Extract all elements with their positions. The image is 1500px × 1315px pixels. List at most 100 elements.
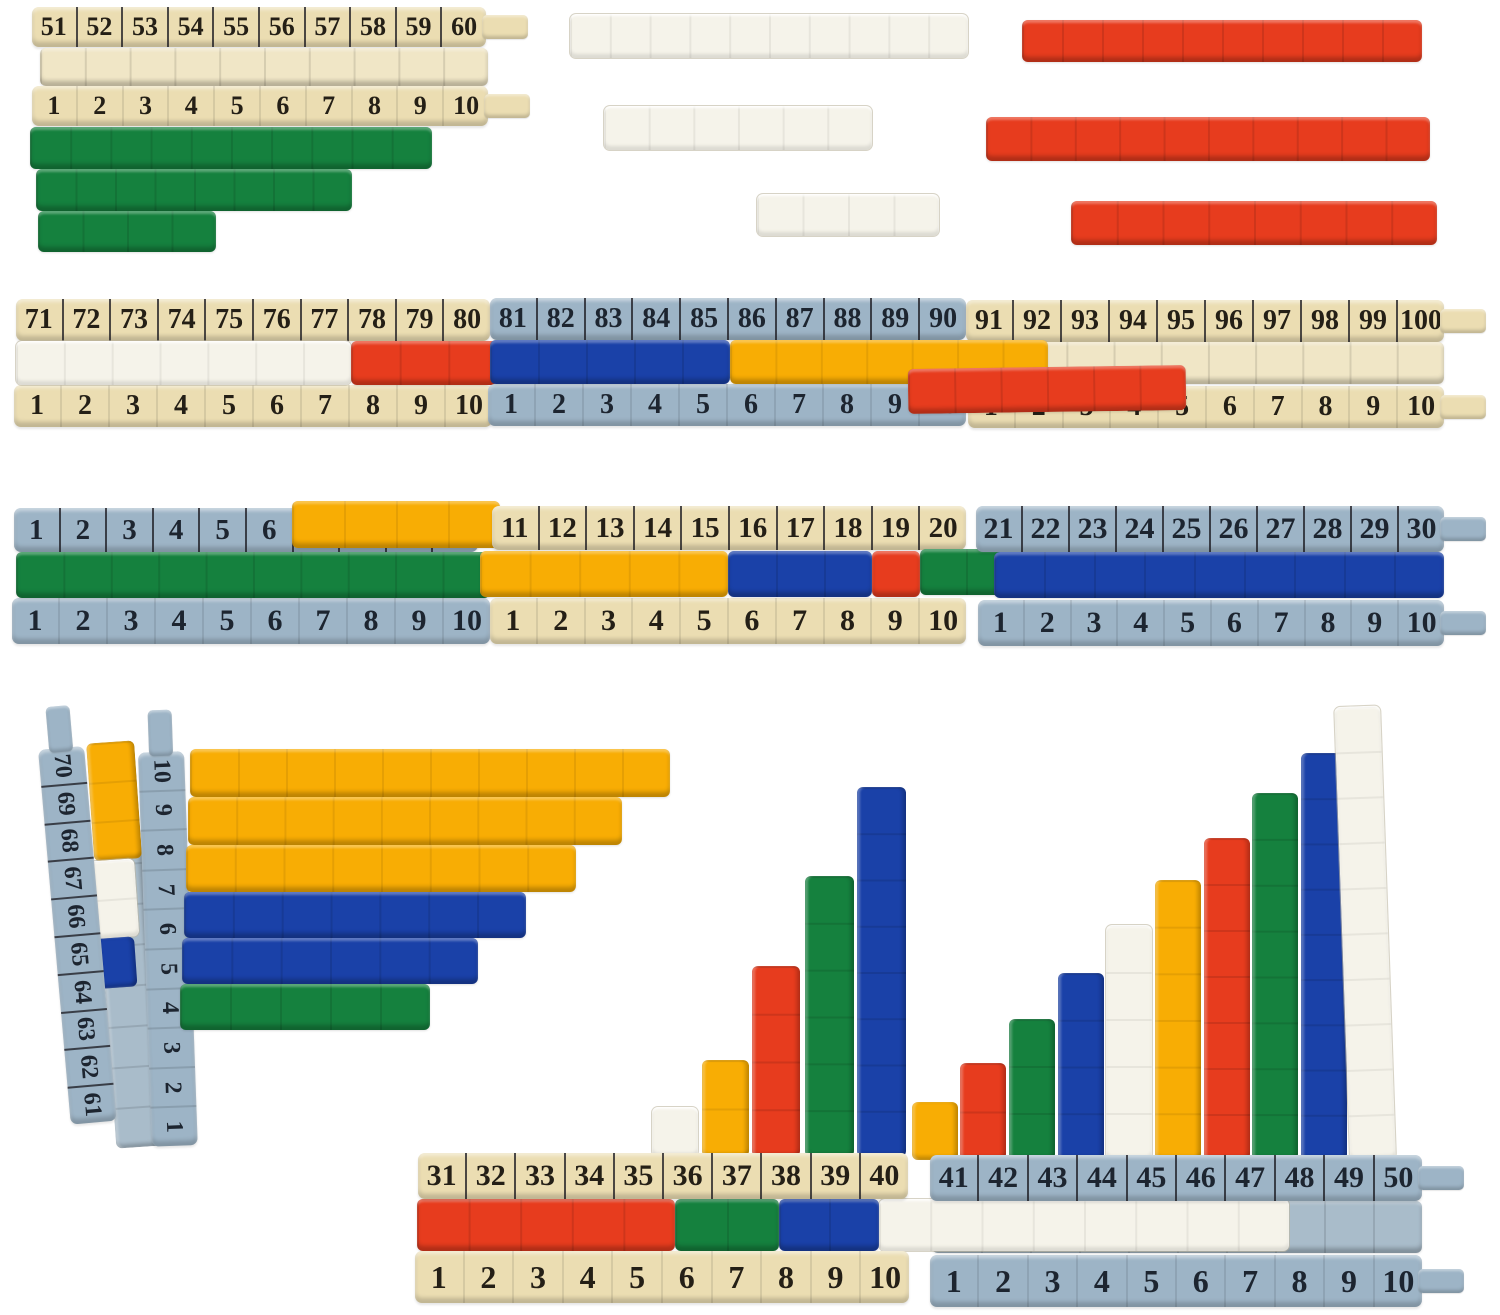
white-rod-8 (879, 1199, 1289, 1251)
track-cell: 4 (156, 385, 204, 427)
track-cell: 91 (966, 300, 1012, 342)
track-cell-number: 10 (148, 758, 176, 784)
track-cell: 3 (108, 385, 156, 427)
number-track-51-60-tab (482, 15, 528, 39)
track-cell: 9 (1350, 600, 1397, 646)
track-cell: 58 (349, 7, 395, 47)
track-cell: 98 (1300, 300, 1348, 342)
track-cell-number: 8 (363, 604, 379, 637)
track-cell: 36 (662, 1153, 711, 1199)
track-cell-number: 76 (262, 304, 291, 335)
track-cell: 90 (918, 298, 966, 340)
track-cell-number: 84 (642, 303, 671, 334)
track-cell-number: 5 (629, 1259, 646, 1295)
track-cell: 5 (678, 384, 726, 426)
track-cell: 37 (711, 1153, 760, 1199)
track-cell: 5 (611, 1251, 661, 1303)
track-cell-number: 9 (413, 91, 427, 120)
track-cell: 16 (727, 506, 776, 550)
track-cell-number: 2 (75, 604, 91, 637)
track-cell: 2 (148, 1065, 197, 1107)
track-cell-number: 41 (938, 1161, 969, 1194)
track-cell-number: 95 (1167, 305, 1195, 336)
track-cell-number: 25 (1171, 512, 1202, 545)
track-cell: 38 (760, 1153, 809, 1199)
track-cell-number: 19 (881, 511, 911, 544)
track-cell: 62 (64, 1045, 114, 1087)
yellow-rod-9-stair (188, 797, 622, 845)
track-cell: 40 (858, 1153, 908, 1199)
track-cell: 1 (12, 598, 58, 644)
track-cell: 9 (870, 384, 918, 426)
number-track-1-10-e: 1 2 3 4 5 6 7 8 9 10 (12, 598, 490, 644)
track-cell-number: 6 (1192, 1263, 1209, 1299)
track-cell: 4 (631, 598, 679, 644)
track-cell: 13 (585, 506, 633, 550)
track-cell-number: 1 (945, 1263, 962, 1299)
track-cell: 7 (1256, 600, 1304, 646)
track-cell: 88 (822, 298, 871, 340)
white-rod-4 (757, 194, 939, 236)
number-track-91-100-tab (1440, 309, 1486, 333)
track-cell-number: 33 (525, 1159, 555, 1192)
track-cell-number: 16 (738, 511, 768, 544)
track-cell-number: 6 (678, 1259, 695, 1295)
track-cell: 8 (1300, 386, 1349, 428)
green-bar-6-vertical (805, 876, 854, 1157)
track-cell-number: 79 (405, 304, 434, 335)
track-cell: 61 (67, 1082, 117, 1125)
track-cell-number: 3 (138, 91, 152, 120)
track-cell: 2 (535, 598, 584, 644)
track-cell-number: 43 (1037, 1161, 1068, 1194)
track-cell: 8 (822, 384, 870, 426)
track-cell-number: 58 (359, 12, 386, 41)
track-cell: 12 (537, 506, 586, 550)
track-cell-number: 29 (1359, 512, 1390, 545)
track-cell: 8 (760, 1251, 810, 1303)
track-cell-number: 5 (1143, 1263, 1160, 1299)
track-cell-number: 6 (1226, 606, 1242, 639)
track-cell: 65 (54, 932, 104, 974)
track-cell-number: 7 (1242, 1263, 1259, 1299)
track-cell-number: 10 (869, 1259, 902, 1295)
number-track-1-10-g: 1 2 3 4 5 6 7 8 9 10 (978, 600, 1486, 646)
white-rod-7 (16, 341, 351, 385)
track-cell: 9 (870, 598, 918, 644)
track-cell: 6 (726, 384, 774, 426)
track-cell: 10 (444, 385, 492, 427)
track-cell-number: 5 (222, 390, 236, 421)
track-cell: 1 (490, 598, 536, 644)
track-cell: 74 (156, 299, 205, 341)
track-cell: 86 (726, 298, 775, 340)
track-cell-number: 1 (505, 604, 521, 637)
yellow-rod-3-vertical (86, 740, 143, 862)
track-cell-number: 4 (156, 1001, 184, 1015)
track-cell: 31 (418, 1153, 465, 1199)
track-cell-number: 10 (1406, 606, 1437, 639)
track-cell-number: 23 (1077, 512, 1108, 545)
stair-bar-7-red (1204, 838, 1250, 1160)
track-cell-number: 60 (451, 12, 478, 41)
number-track-41-50: 41 42 43 44 45 46 47 48 49 50 (930, 1155, 1464, 1201)
track-cell: 10 (1397, 600, 1444, 646)
stair-bar-3-green (1009, 1019, 1055, 1160)
track-cell: 97 (1252, 300, 1300, 342)
track-cell-number: 1 (992, 606, 1008, 639)
track-cell-number: 39 (820, 1159, 851, 1192)
track-cell-number: 26 (1218, 512, 1249, 545)
track-cell: 8 (348, 385, 396, 427)
track-cell-number: 90 (929, 303, 958, 334)
track-cell-number: 71 (24, 304, 53, 335)
track-cell: 10 (138, 751, 185, 790)
track-cell: 6 (252, 385, 300, 427)
white-bar-1-vertical (652, 1107, 698, 1157)
track-cell: 8 (822, 598, 871, 644)
number-track-1-10-a-tab (484, 94, 530, 118)
track-cell: 4 (154, 598, 202, 644)
track-cell: 96 (1204, 300, 1252, 342)
number-track-1-10-i-tab (1418, 1269, 1464, 1293)
track-cell: 72 (61, 299, 110, 341)
track-cell-number: 72 (72, 304, 101, 335)
track-cell: 6 (1209, 600, 1257, 646)
yellow-rod-4-overlay (292, 501, 500, 548)
